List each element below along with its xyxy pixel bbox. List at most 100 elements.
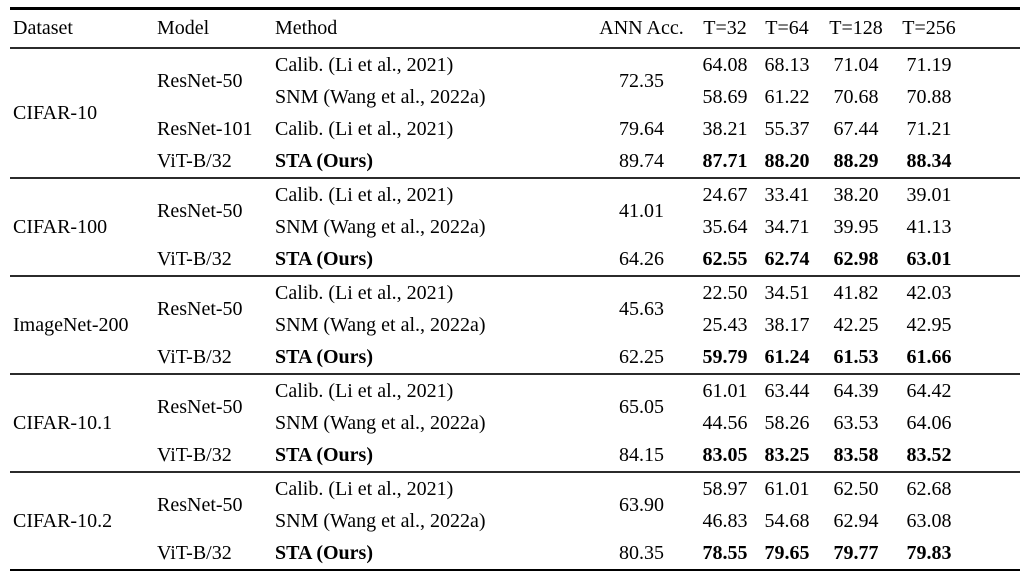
t-value-cell: 67.44 (833, 117, 879, 140)
t-value-cell: 88.20 (764, 149, 810, 172)
t-value-cell: 38.20 (833, 183, 879, 206)
method-cell: Calib. (Li et al., 2021) (275, 183, 454, 206)
t-value-cell: 38.21 (702, 117, 748, 140)
table-row: CIFAR-10.1 ResNet-50 Calib. (Li et al., 20… (10, 374, 1020, 434)
t-value-cell: 58.97 (702, 477, 748, 500)
method-cell: STA (Ours) (275, 541, 373, 564)
method-cell: SNM (Wang et al., 2022a) (275, 215, 486, 238)
model-cell: ViT-B/32 (157, 443, 232, 466)
t-value-cell: 39.95 (833, 215, 879, 238)
ann-acc-cell: 80.35 (619, 541, 664, 564)
method-cell: STA (Ours) (275, 345, 373, 368)
model-cell: ViT-B/32 (157, 247, 232, 270)
dataset-block: CIFAR-10 ResNet-50 Calib. (Li et al., 2021… (10, 48, 1020, 178)
ann-acc-cell: 41.01 (619, 199, 664, 222)
t-value-cell: 58.69 (702, 85, 748, 108)
model-cell: ResNet-50 (157, 69, 243, 92)
t-value-cell: 34.71 (764, 215, 810, 238)
t-value-cell: 62.50 (833, 477, 879, 500)
table-row: SNM (Wang et al., 2022a) 44.56 58.26 63.53 6… (10, 407, 1020, 439)
t-value-cell: 46.83 (702, 509, 748, 532)
t-value-cell: 63.53 (833, 411, 879, 434)
column-header: Model (157, 17, 210, 39)
column-header: T=256 (902, 17, 956, 39)
dataset-block: CIFAR-100 ResNet-50 Calib. (Li et al., 202… (10, 178, 1020, 276)
t-value-cell: 79.83 (906, 541, 952, 564)
table-row: ViT-B/32 STA (Ours) 89.74 87.71 88.20 88.29 88… (10, 145, 1020, 178)
method-cell: Calib. (Li et al., 2021) (275, 53, 454, 76)
method-cell: SNM (Wang et al., 2022a) (275, 509, 486, 532)
method-cell: STA (Ours) (275, 443, 373, 466)
model-cell: ResNet-50 (157, 297, 243, 320)
bottom-rule (10, 569, 1020, 573)
dataset-cell: CIFAR-100 (13, 215, 108, 238)
t-value-cell: 25.43 (702, 313, 748, 336)
dataset-block: CIFAR-10.2 ResNet-50 Calib. (Li et al., 20… (10, 472, 1020, 569)
t-value-cell: 61.01 (702, 379, 748, 402)
t-value-cell: 61.22 (764, 85, 810, 108)
t-value-cell: 44.56 (702, 411, 748, 434)
model-cell: ResNet-50 (157, 395, 243, 418)
table-row: ImageNet-200 ResNet-50 Calib. (Li et al., … (10, 276, 1020, 336)
t-value-cell: 39.01 (906, 183, 952, 206)
t-value-cell: 38.17 (764, 313, 810, 336)
t-value-cell: 87.71 (702, 149, 748, 172)
model-cell: ResNet-50 (157, 493, 243, 516)
model-cell: ViT-B/32 (157, 541, 232, 564)
table-header: Dataset Model Method ANN Acc. T=32 T=64 T=128 T… (10, 9, 1020, 48)
dataset-cell: ImageNet-200 (13, 313, 129, 336)
t-value-cell: 35.64 (702, 215, 748, 238)
method-cell: STA (Ours) (275, 247, 373, 270)
t-value-cell: 42.95 (906, 313, 952, 336)
ann-acc-cell: 62.25 (619, 345, 664, 368)
t-value-cell: 83.25 (764, 443, 810, 466)
dataset-cell: CIFAR-10 (13, 101, 98, 124)
t-value-cell: 41.82 (833, 281, 879, 304)
table-row: ViT-B/32 STA (Ours) 84.15 83.05 83.25 83.58 83… (10, 439, 1020, 472)
t-value-cell: 88.34 (906, 149, 952, 172)
results-table: Dataset Model Method ANN Acc. T=32 T=64 T=128 T… (10, 7, 1020, 569)
t-value-cell: 71.19 (906, 53, 952, 76)
method-cell: Calib. (Li et al., 2021) (275, 477, 454, 500)
table-row: SNM (Wang et al., 2022a) 25.43 38.17 42.25 4… (10, 309, 1020, 341)
column-header: ANN Acc. (599, 17, 684, 39)
t-value-cell: 62.98 (833, 247, 879, 270)
column-header: T=64 (765, 17, 809, 39)
method-cell: Calib. (Li et al., 2021) (275, 117, 454, 140)
column-header: Method (275, 17, 338, 39)
t-value-cell: 62.74 (764, 247, 810, 270)
t-value-cell: 41.13 (906, 215, 952, 238)
ann-acc-cell: 65.05 (619, 395, 664, 418)
t-value-cell: 54.68 (764, 509, 810, 532)
dataset-cell: CIFAR-10.1 (13, 411, 113, 434)
dataset-block: CIFAR-10.1 ResNet-50 Calib. (Li et al., 20… (10, 374, 1020, 472)
t-value-cell: 63.08 (906, 509, 952, 532)
t-value-cell: 61.24 (764, 345, 810, 368)
column-header: T=128 (829, 17, 883, 39)
t-value-cell: 83.05 (702, 443, 748, 466)
t-value-cell: 42.03 (906, 281, 952, 304)
table-row: SNM (Wang et al., 2022a) 58.69 61.22 70.68 7… (10, 81, 1020, 113)
t-value-cell: 62.68 (906, 477, 952, 500)
column-header: T=32 (703, 17, 747, 39)
t-value-cell: 62.94 (833, 509, 879, 532)
ann-acc-cell: 89.74 (619, 149, 664, 172)
t-value-cell: 33.41 (764, 183, 810, 206)
t-value-cell: 64.39 (833, 379, 879, 402)
t-value-cell: 88.29 (833, 149, 879, 172)
t-value-cell: 34.51 (764, 281, 810, 304)
method-cell: SNM (Wang et al., 2022a) (275, 411, 486, 434)
t-value-cell: 58.26 (764, 411, 810, 434)
column-header: Dataset (13, 17, 73, 39)
t-value-cell: 24.67 (702, 183, 748, 206)
t-value-cell: 61.66 (906, 345, 952, 368)
t-value-cell: 63.44 (764, 379, 810, 402)
t-value-cell: 79.77 (833, 541, 879, 564)
t-value-cell: 70.68 (833, 85, 879, 108)
ann-acc-cell: 45.63 (619, 297, 664, 320)
t-value-cell: 83.52 (906, 443, 952, 466)
method-cell: Calib. (Li et al., 2021) (275, 379, 454, 402)
method-cell: SNM (Wang et al., 2022a) (275, 313, 486, 336)
ann-acc-cell: 84.15 (619, 443, 664, 466)
